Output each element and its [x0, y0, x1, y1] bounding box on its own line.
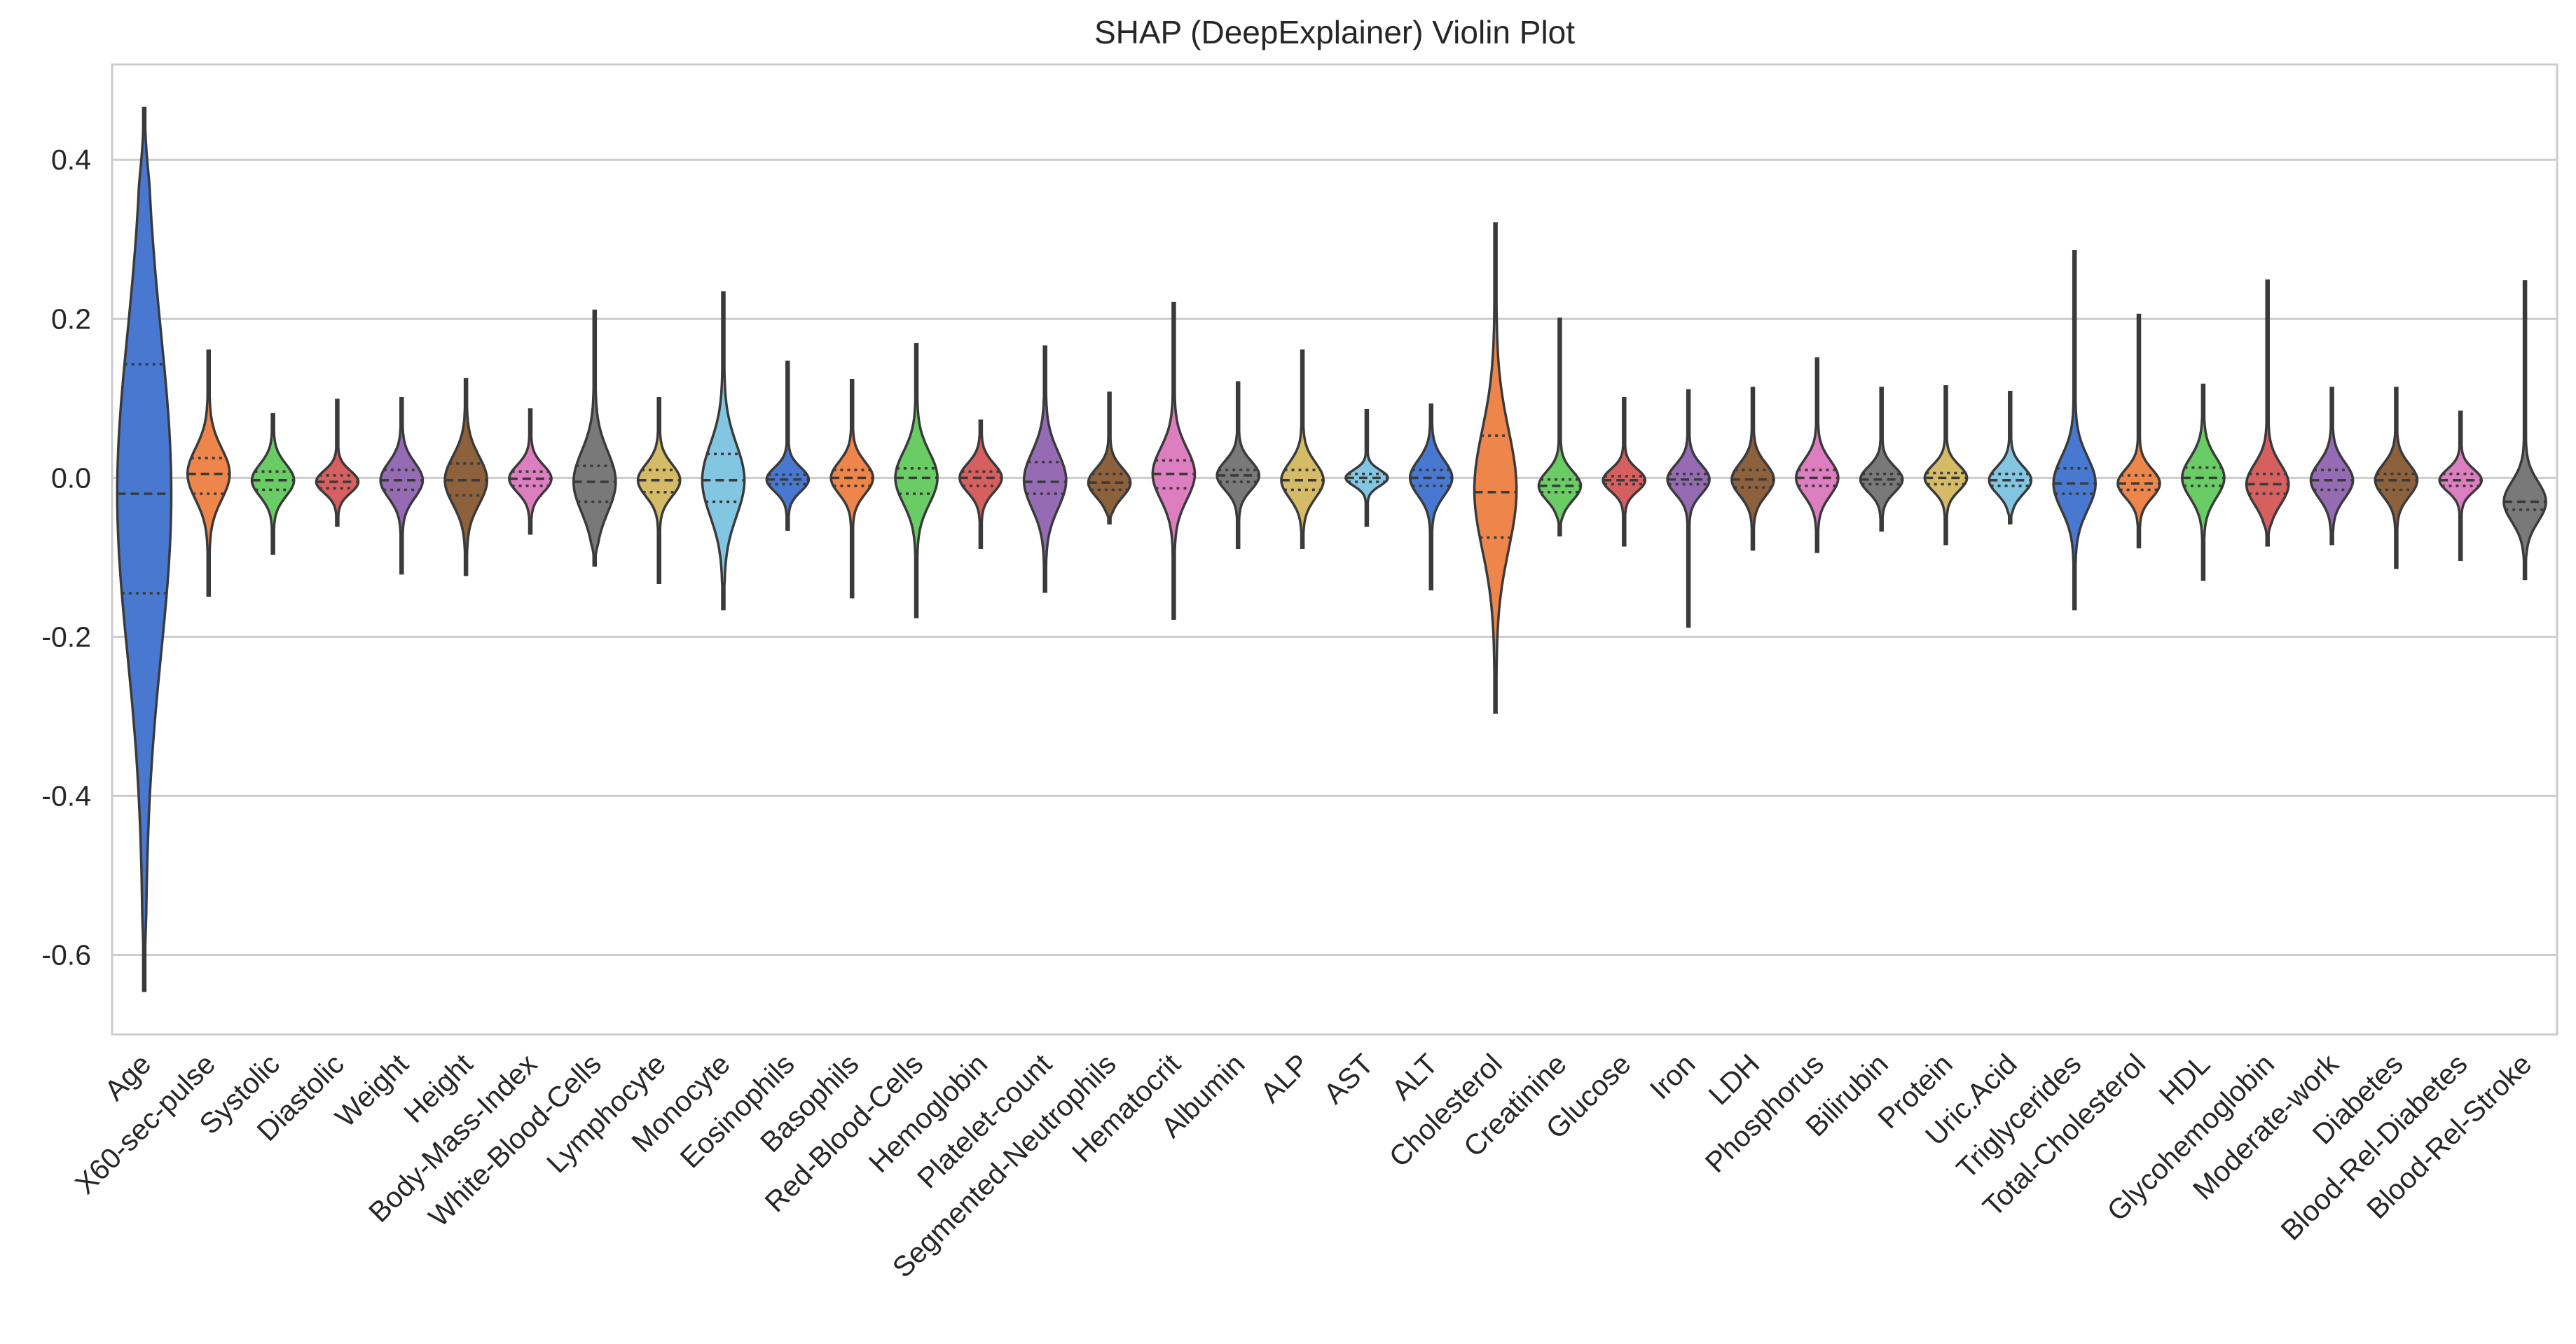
violin-body [572, 310, 617, 567]
violin-body [1087, 392, 1132, 525]
violin-moderate-work [2309, 387, 2355, 546]
violin-body [508, 408, 553, 535]
violin-triglycerides [2052, 250, 2098, 611]
x-tick-label: Weight [329, 1047, 415, 1133]
y-tick-label: -0.4 [41, 780, 91, 812]
violin-body [829, 378, 875, 599]
violin-iron [1666, 389, 1711, 628]
violin-body [379, 397, 425, 575]
violin-hdl [2181, 383, 2226, 581]
violin-phosphorus [1794, 357, 1840, 553]
violin-body [2116, 313, 2161, 548]
violin-x60-sec-pulse [186, 349, 231, 597]
violin-weight [379, 397, 425, 575]
chart-title: SHAP (DeepExplainer) Violin Plot [1094, 14, 1575, 50]
violin-blood-rel-stroke [2502, 280, 2547, 581]
violin-ast [1344, 409, 1389, 527]
y-axis-ticks: 0.4 0.2 0.0 -0.2 -0.4 -0.6 [41, 144, 91, 971]
violin-body [1537, 317, 1583, 536]
violin-body [1344, 409, 1389, 527]
violin-body [1859, 387, 1904, 532]
y-tick-label: 0.0 [51, 462, 91, 494]
violin-body [765, 360, 811, 531]
y-tick-label: 0.2 [51, 303, 91, 335]
violin-eosinophils [765, 360, 811, 531]
y-tick-label: -0.6 [41, 938, 91, 971]
violin-body [1215, 381, 1261, 549]
violin-protein [1923, 385, 1969, 546]
violin-body [2438, 410, 2484, 562]
violin-body [1151, 301, 1197, 621]
violin-segmented-neutrophils [1087, 392, 1132, 525]
violin-body [1022, 345, 1068, 593]
violin-body [1602, 397, 1647, 547]
violin-body [1923, 385, 1969, 546]
violin-height [443, 377, 488, 576]
plot-frame [111, 63, 2558, 1036]
violin-cholesterol [1473, 222, 1518, 714]
violin-body [1988, 390, 2033, 525]
violin-diabetes [2374, 387, 2419, 569]
violin-ldh [1730, 387, 1775, 551]
violin-systolic [250, 413, 296, 555]
violin-red-blood-cells [894, 342, 939, 618]
violin-body [116, 106, 173, 992]
violin-platelet-count [1022, 345, 1068, 593]
violin-body [1408, 403, 1454, 591]
violin-alp [1280, 349, 1325, 549]
violin-hematocrit [1151, 301, 1197, 621]
x-axis-ticks: AgeX60-sec-pulseSystolicDiastolicWeightH… [69, 1047, 2537, 1284]
x-tick-label: ALP [1254, 1048, 1315, 1109]
violin-hemoglobin [958, 419, 1003, 549]
violin-body [1280, 349, 1325, 549]
violin-body [2245, 279, 2290, 547]
violin-bilirubin [1859, 387, 1904, 532]
violin-body [2052, 250, 2098, 611]
violin-body [2374, 387, 2419, 569]
violin-body [701, 291, 746, 611]
violin-body [315, 399, 360, 527]
violin-total-cholesterol [2116, 313, 2161, 548]
violin-blood-rel-diabetes [2438, 410, 2484, 562]
violin-age [116, 106, 173, 992]
violin-body-mass-index [508, 408, 553, 535]
violin-albumin [1215, 381, 1261, 549]
violin-lymphocyte [636, 397, 682, 584]
y-tick-label: 0.4 [51, 144, 91, 176]
violin-glucose [1602, 397, 1647, 547]
violin-diastolic [315, 399, 360, 527]
violin-body [1730, 387, 1775, 551]
violin-body [958, 419, 1003, 549]
violin-body [1473, 222, 1518, 714]
violin-monocyte [701, 291, 746, 611]
violin-body [2502, 280, 2547, 581]
violin-body [1794, 357, 1840, 553]
violin-body [250, 413, 296, 555]
violin-glycohemoglobin [2245, 279, 2290, 547]
violin-creatinine [1537, 317, 1583, 536]
violin-uric-acid [1988, 390, 2033, 525]
violin-body [2309, 387, 2355, 546]
gridlines [112, 158, 2557, 956]
violin-body [636, 397, 682, 584]
x-tick-label: AST [1317, 1048, 1379, 1110]
violin-body [894, 342, 939, 618]
y-tick-label: -0.2 [41, 621, 91, 653]
violin-body [1666, 389, 1711, 628]
violin-basophils [829, 378, 875, 599]
violin-alt [1408, 403, 1454, 591]
violin-body [443, 377, 488, 576]
violin-white-blood-cells [572, 310, 617, 567]
x-tick-label: Iron [1644, 1048, 1701, 1105]
violin-body [2181, 383, 2226, 581]
violins [116, 106, 2547, 992]
